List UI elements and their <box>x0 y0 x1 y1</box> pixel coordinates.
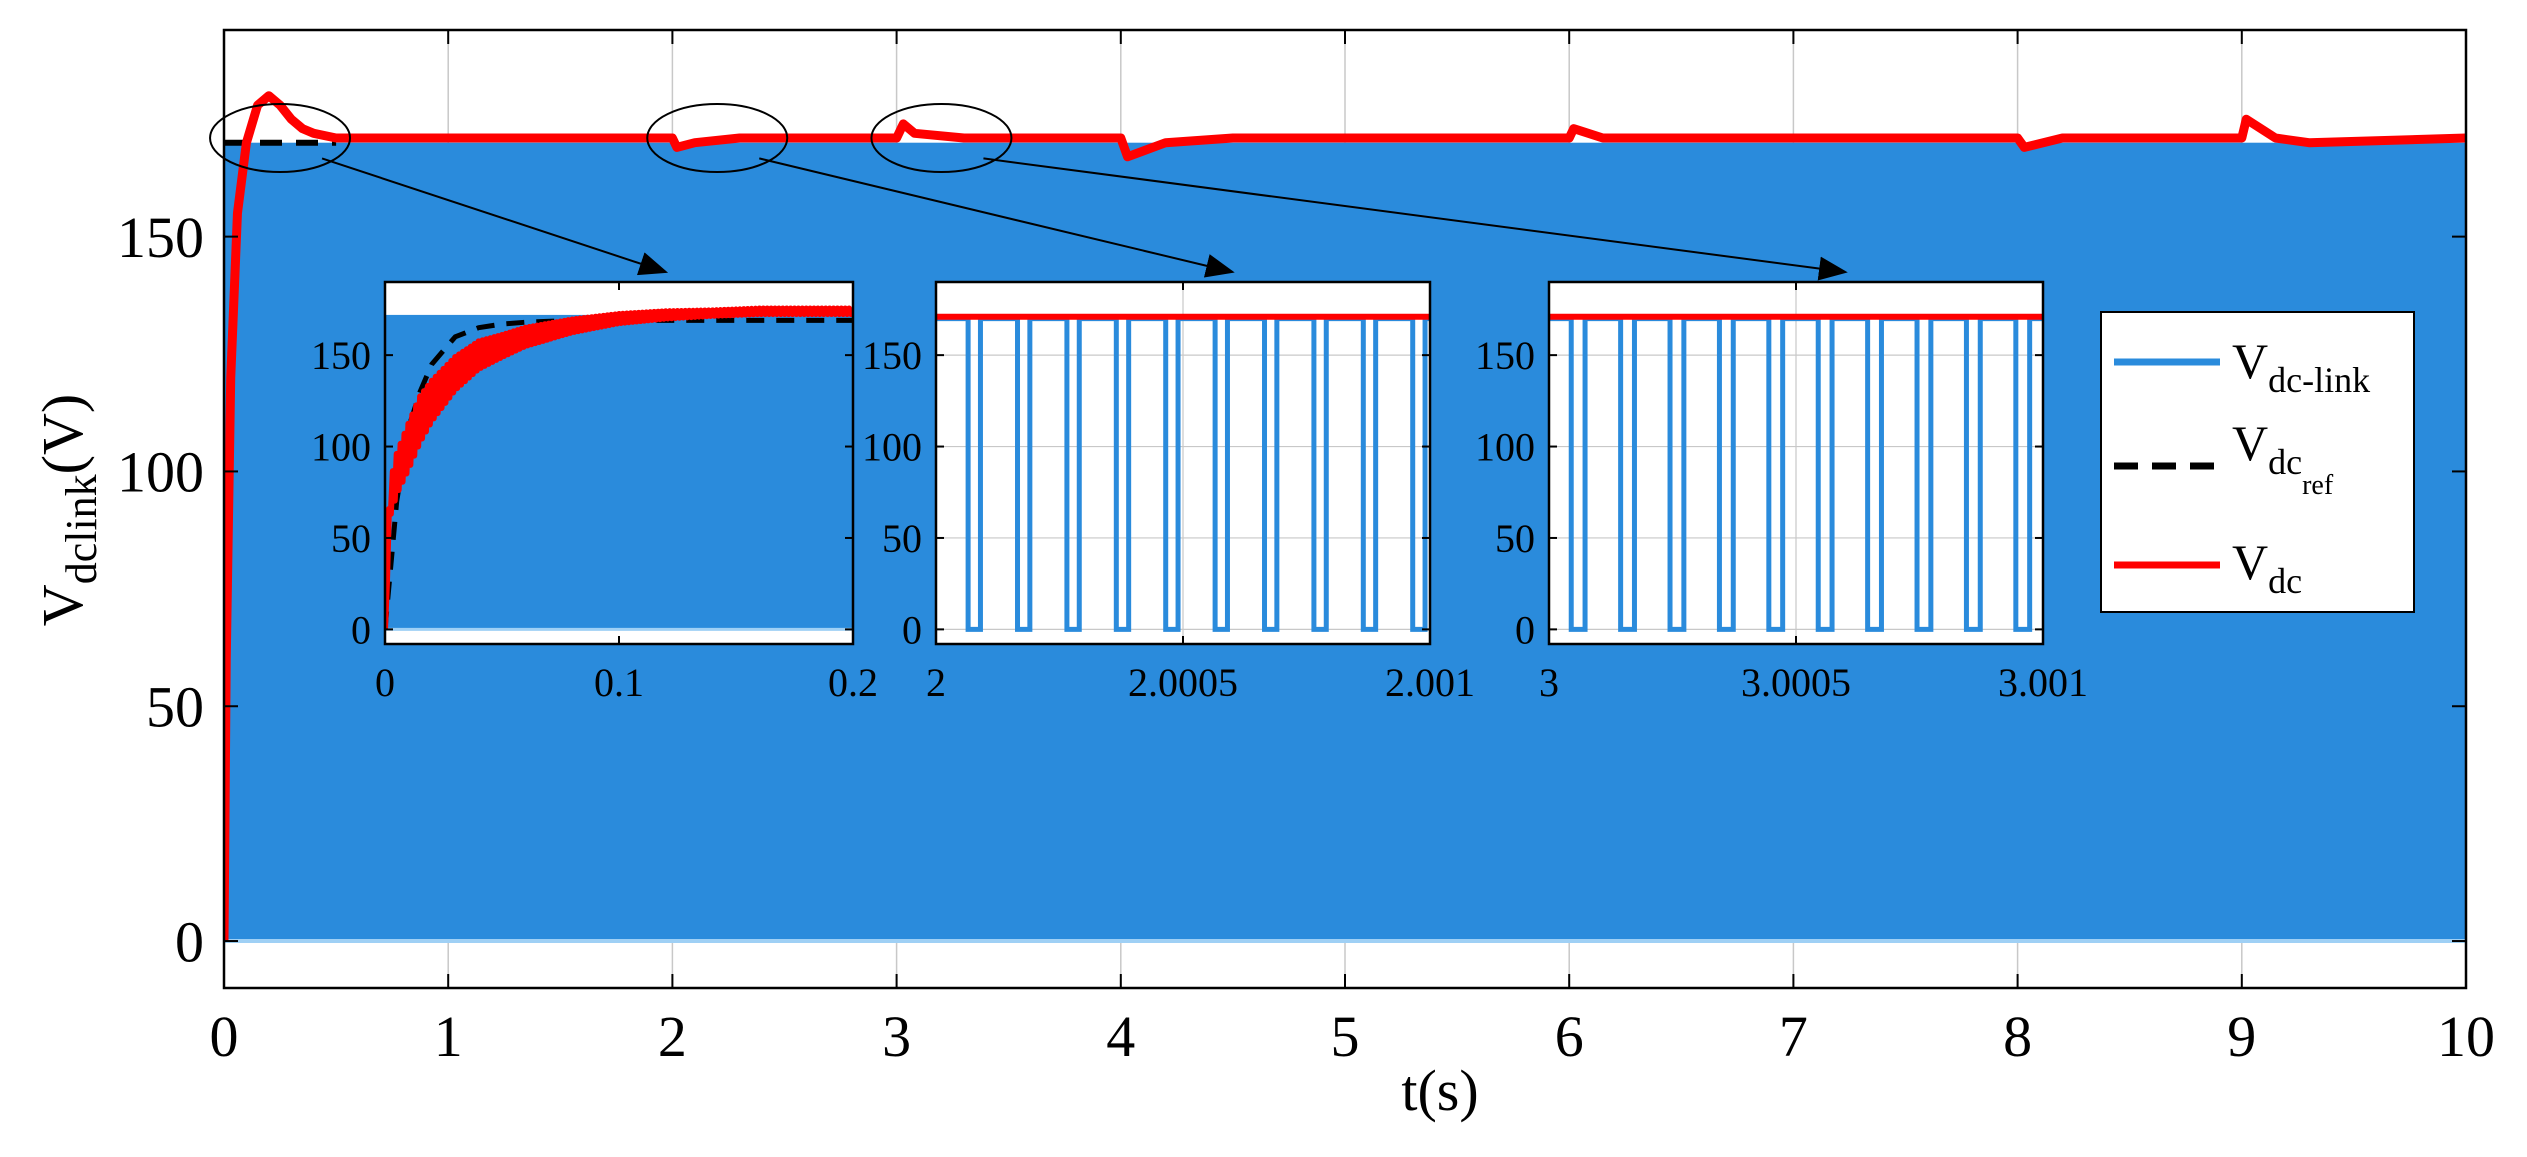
x-tick-label: 0.2 <box>828 660 878 705</box>
legend: Vdc-link Vdcref Vdc <box>2100 311 2415 613</box>
x-tick-label: 2 <box>658 1004 687 1069</box>
x-tick-label: 7 <box>1779 1004 1808 1069</box>
x-tick-label: 0.1 <box>594 660 644 705</box>
inset2-series-group <box>936 313 1430 632</box>
x-tick-label: 4 <box>1106 1004 1135 1069</box>
y-tick-label: 50 <box>146 675 204 740</box>
x-tick-label: 8 <box>2003 1004 2032 1069</box>
inset-plot-t2: 2 2.0005 2.001 0 50 100 150 <box>862 280 1475 705</box>
inset1-series-group <box>385 305 853 631</box>
y-tick-label: 150 <box>311 333 371 378</box>
y-tick-label: 150 <box>1475 333 1535 378</box>
inset3-grid <box>1549 282 2043 644</box>
x-tick-label: 3 <box>1539 660 1559 705</box>
y-tick-label: 100 <box>1475 425 1535 470</box>
zoom-arrow-1 <box>321 157 669 276</box>
y-tick-label: 0 <box>1515 607 1535 652</box>
x-tick-label: 3 <box>882 1004 911 1069</box>
x-tick-label: 1 <box>434 1004 463 1069</box>
x-tick-label: 6 <box>1555 1004 1584 1069</box>
series-vdc-line <box>224 91 2466 942</box>
zoom-arrow-3 <box>983 157 1848 281</box>
x-tick-label: 3.001 <box>1998 660 2088 705</box>
y-tick-label: 50 <box>331 516 371 561</box>
x-tick-label: 0 <box>375 660 395 705</box>
y-tick-label: 100 <box>311 425 371 470</box>
series-vdc-line <box>385 305 853 630</box>
zoom-annotations <box>209 103 1848 281</box>
inset-plot-startup: 0 0.1 0.2 0 50 100 150 <box>311 280 878 705</box>
inset3-series-group <box>1549 313 2043 632</box>
legend-label-vdc: Vdc <box>2232 534 2302 601</box>
inset-plot-t3: 3 3.0005 3.001 0 50 100 150 <box>1475 280 2088 705</box>
legend-label-vdc-link: Vdc-link <box>2232 333 2370 400</box>
zoom-ellipse-2 <box>646 103 789 174</box>
y-axis-label: Vdclink(V) <box>30 394 106 626</box>
inset1-ticks: 0 0.1 0.2 0 50 100 150 <box>311 282 878 705</box>
x-tick-label: 2.0005 <box>1128 660 1238 705</box>
y-tick-label: 150 <box>117 205 204 270</box>
zoom-ellipse-1 <box>209 103 352 174</box>
x-tick-label: 10 <box>2437 1004 2495 1069</box>
x-tick-label: 9 <box>2227 1004 2256 1069</box>
x-tick-label: 3.0005 <box>1741 660 1851 705</box>
x-tick-label: 2.001 <box>1385 660 1475 705</box>
x-tick-label: 2 <box>926 660 946 705</box>
legend-label-vdc-ref: Vdcref <box>2232 415 2334 501</box>
series-vdc-ref-line <box>385 317 853 630</box>
zoom-arrow-2 <box>759 157 1235 278</box>
x-axis-label: t(s) <box>1401 1058 1478 1123</box>
y-tick-label: 0 <box>351 607 371 652</box>
x-tick-label: 5 <box>1331 1004 1360 1069</box>
y-tick-label: 50 <box>882 516 922 561</box>
y-tick-label: 100 <box>117 440 204 505</box>
inset3-ticks: 3 3.0005 3.001 0 50 100 150 <box>1475 282 2088 705</box>
inset2-ticks: 2 2.0005 2.001 0 50 100 150 <box>862 282 1475 705</box>
x-tick-label: 0 <box>210 1004 239 1069</box>
y-tick-label: 0 <box>175 909 204 974</box>
y-tick-label: 100 <box>862 425 922 470</box>
zoom-ellipse-3 <box>870 103 1013 174</box>
y-tick-label: 50 <box>1495 516 1535 561</box>
y-tick-label: 150 <box>862 333 922 378</box>
y-tick-label: 0 <box>902 607 922 652</box>
